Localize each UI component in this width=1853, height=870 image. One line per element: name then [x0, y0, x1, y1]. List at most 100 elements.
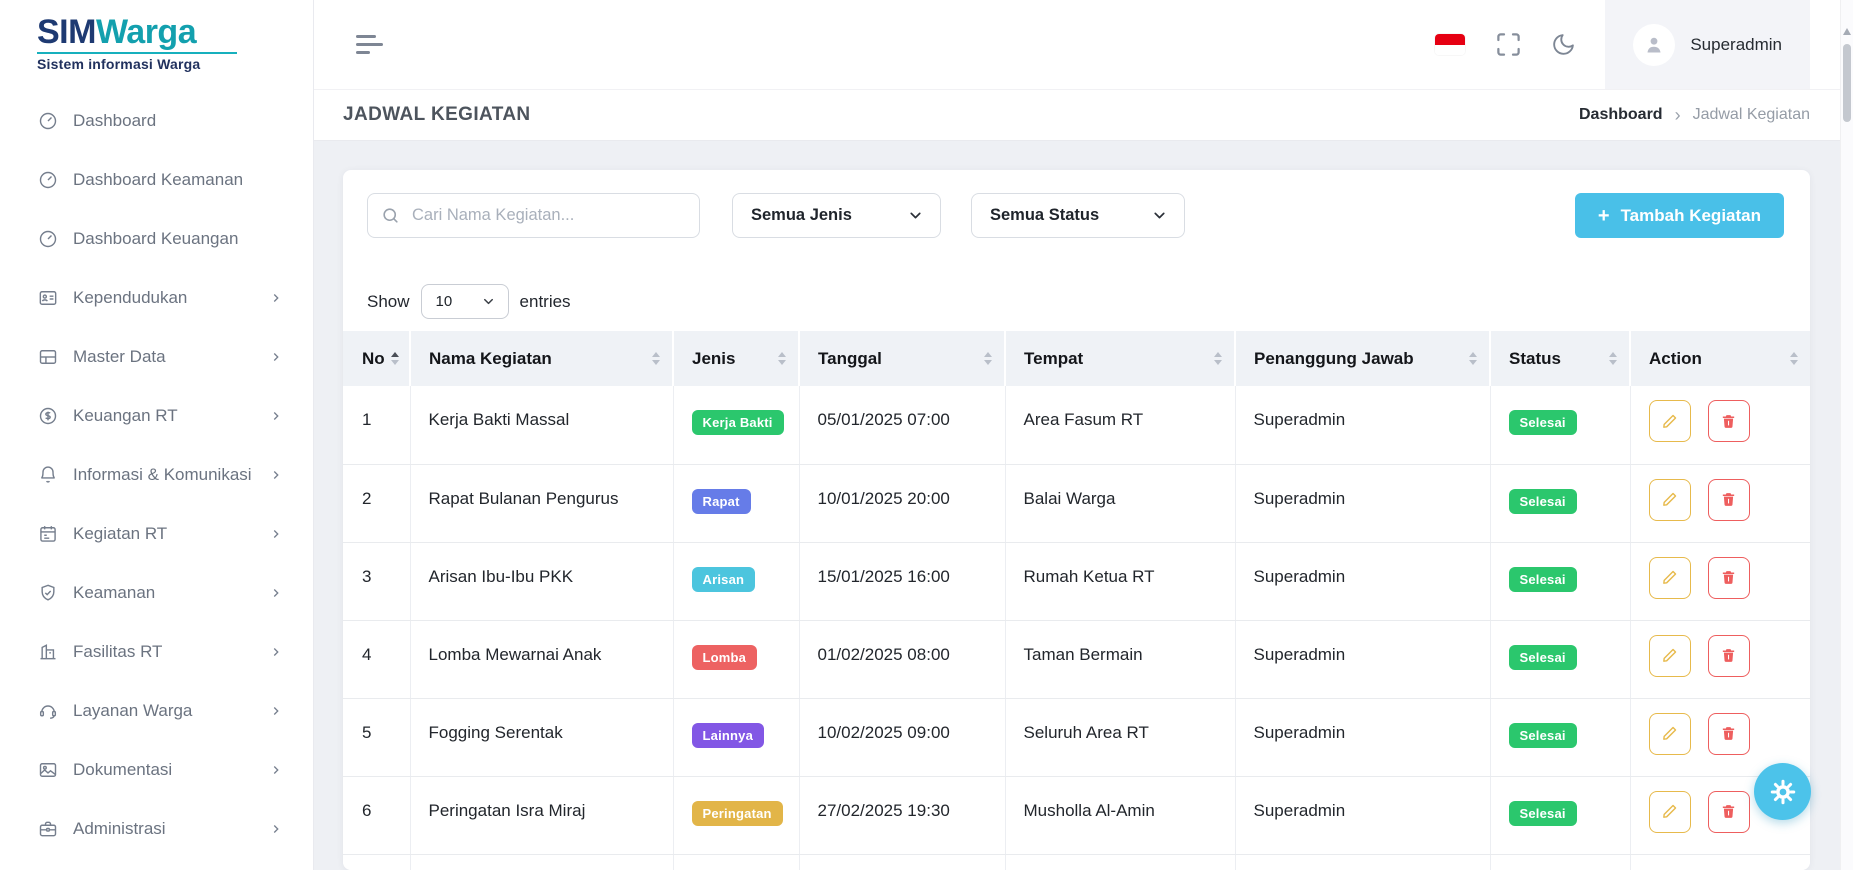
- tambah-kegiatan-button[interactable]: + Tambah Kegiatan: [1574, 193, 1784, 238]
- sidebar-item-label: Keuangan RT: [73, 405, 178, 425]
- page-size-value: 10: [435, 293, 453, 310]
- content: Semua Jenis Semua Status + Tambah Kegiat…: [314, 141, 1853, 870]
- hamburger-menu-icon[interactable]: [356, 35, 383, 54]
- cell-tempat: Taman Bermain: [1004, 620, 1235, 699]
- trash-icon: [1722, 414, 1735, 428]
- sidebar-item-dokumentasi[interactable]: Dokumentasi: [0, 740, 313, 799]
- jenis-select-value: Semua Jenis: [751, 206, 852, 224]
- edit-button[interactable]: [1648, 712, 1691, 755]
- column-label: Nama Kegiatan: [429, 348, 552, 368]
- trash-icon: [1722, 805, 1735, 818]
- chevron-right-icon: [269, 409, 283, 423]
- column-header-no[interactable]: No: [343, 331, 410, 386]
- column-header-tempat[interactable]: Tempat: [1004, 331, 1235, 386]
- cell-tanggal: 10/01/2025 20:00: [798, 464, 1005, 543]
- dark-mode-moon-icon[interactable]: [1551, 32, 1576, 57]
- jenis-badge: Rapat: [691, 488, 751, 514]
- fullscreen-icon[interactable]: [1495, 31, 1522, 58]
- cell-nama-kegiatan: Rapat Bulanan Pengurus: [409, 464, 673, 543]
- chevron-right-icon: [269, 468, 283, 482]
- table-row: 2 Rapat Bulanan Pengurus Rapat 10/01/202…: [343, 464, 1810, 543]
- table-body: 1 Kerja Bakti Massal Kerja Bakti 05/01/2…: [343, 386, 1810, 870]
- delete-button[interactable]: [1707, 712, 1750, 755]
- sidebar-item-fasilitas-rt[interactable]: Fasilitas RT: [0, 622, 313, 681]
- cell-penanggung-jawab: Superadmin: [1234, 542, 1490, 621]
- status-select[interactable]: Semua Status: [971, 193, 1185, 238]
- breadcrumb-current: Jadwal Kegiatan: [1692, 106, 1810, 123]
- sidebar-item-kependudukan[interactable]: Kependudukan: [0, 268, 313, 327]
- sidebar-item-dashboard-keuangan[interactable]: Dashboard Keuangan: [0, 209, 313, 268]
- tambah-kegiatan-label: Tambah Kegiatan: [1620, 205, 1761, 225]
- briefcase-icon: [39, 821, 57, 836]
- pencil-icon: [1663, 492, 1677, 506]
- delete-button[interactable]: [1707, 400, 1750, 442]
- search-box: [367, 193, 700, 238]
- sidebar-item-master-data[interactable]: Master Data: [0, 327, 313, 386]
- column-header-jenis[interactable]: Jenis: [672, 331, 799, 386]
- sidebar-item-dashboard-keamanan[interactable]: Dashboard Keamanan: [0, 150, 313, 209]
- status-badge: Selesai: [1508, 488, 1577, 514]
- kegiatan-table: No Nama Kegiatan Jenis Tanggal Tempat Pe…: [343, 331, 1810, 870]
- column-header-nama-kegiatan[interactable]: Nama Kegiatan: [409, 331, 673, 386]
- cell-nama-kegiatan: Kerja Bakti Massal: [409, 386, 673, 465]
- cell-action: [1629, 698, 1810, 777]
- user-menu[interactable]: Superadmin: [1605, 0, 1810, 89]
- column-header-tanggal[interactable]: Tanggal: [798, 331, 1005, 386]
- chevron-down-icon: [483, 298, 493, 305]
- page-scrollbar: [1840, 0, 1853, 870]
- cell-tanggal: 15/01/2025 16:00: [798, 542, 1005, 621]
- edit-button[interactable]: [1648, 634, 1691, 677]
- status-badge: Selesai: [1508, 644, 1577, 670]
- user-name: Superadmin: [1690, 34, 1782, 54]
- scrollbar-thumb[interactable]: [1843, 44, 1851, 122]
- chevron-right-icon: [269, 822, 283, 836]
- id-card-icon: [39, 290, 57, 305]
- sidebar-item-label: Keamanan: [73, 582, 156, 602]
- breadcrumb-dashboard-link[interactable]: Dashboard: [1579, 106, 1663, 123]
- edit-button[interactable]: [1648, 400, 1691, 442]
- cell-nama-kegiatan: Arisan Ibu-Ibu PKK: [409, 542, 673, 621]
- chevron-right-icon: [269, 763, 283, 777]
- sidebar-item-label: Layanan Warga: [73, 700, 193, 720]
- sidebar-item-label: Kegiatan RT: [73, 523, 168, 543]
- sort-icon: [1214, 352, 1222, 365]
- sidebar-item-label: Dashboard: [73, 110, 157, 130]
- delete-button[interactable]: [1707, 556, 1750, 599]
- sidebar-item-kegiatan-rt[interactable]: Kegiatan RT: [0, 504, 313, 563]
- sort-icon: [1790, 352, 1798, 365]
- sidebar-item-informasi-komunikasi[interactable]: Informasi & Komunikasi: [0, 445, 313, 504]
- sidebar-item-dashboard[interactable]: Dashboard: [0, 91, 313, 150]
- edit-button[interactable]: [1648, 790, 1691, 833]
- cell-jenis: Rapat: [672, 464, 799, 543]
- jenis-select[interactable]: Semua Jenis: [732, 193, 941, 238]
- column-label: No: [362, 348, 385, 368]
- brand-tagline: Sistem informasi Warga: [37, 55, 201, 72]
- column-header-status[interactable]: Status: [1489, 331, 1630, 386]
- column-header-penanggung-jawab[interactable]: Penanggung Jawab: [1234, 331, 1490, 386]
- sort-icon: [652, 352, 660, 365]
- sidebar-item-keamanan[interactable]: Keamanan: [0, 563, 313, 622]
- sidebar-item-keuangan-rt[interactable]: Keuangan RT: [0, 386, 313, 445]
- status-select-value: Semua Status: [990, 206, 1100, 224]
- sidebar-item-layanan-warga[interactable]: Layanan Warga: [0, 681, 313, 740]
- cell-tempat: Balai Warga: [1004, 464, 1235, 543]
- sidebar-item-label: Administrasi: [73, 818, 166, 838]
- chevron-right-icon: [269, 645, 283, 659]
- table-row-partial: [343, 854, 1810, 870]
- brand-logo[interactable]: SIMWarga Sistem informasi Warga: [0, 0, 313, 89]
- sidebar-item-administrasi[interactable]: Administrasi: [0, 799, 313, 858]
- scroll-up-arrow[interactable]: [1843, 28, 1851, 35]
- search-input[interactable]: [367, 193, 700, 238]
- settings-fab-button[interactable]: [1754, 763, 1811, 820]
- edit-button[interactable]: [1648, 556, 1691, 599]
- edit-button[interactable]: [1648, 478, 1691, 521]
- page-size-select[interactable]: 10: [420, 284, 509, 319]
- indonesia-flag-icon[interactable]: [1435, 34, 1466, 55]
- sidebar-item-label: Fasilitas RT: [73, 641, 163, 661]
- column-header-action[interactable]: Action: [1629, 331, 1810, 386]
- delete-button[interactable]: [1707, 478, 1750, 521]
- delete-button[interactable]: [1707, 790, 1750, 833]
- cell-nama-kegiatan: Lomba Mewarnai Anak: [409, 620, 673, 699]
- table-row: 5 Fogging Serentak Lainnya 10/02/2025 09…: [343, 698, 1810, 777]
- delete-button[interactable]: [1707, 634, 1750, 677]
